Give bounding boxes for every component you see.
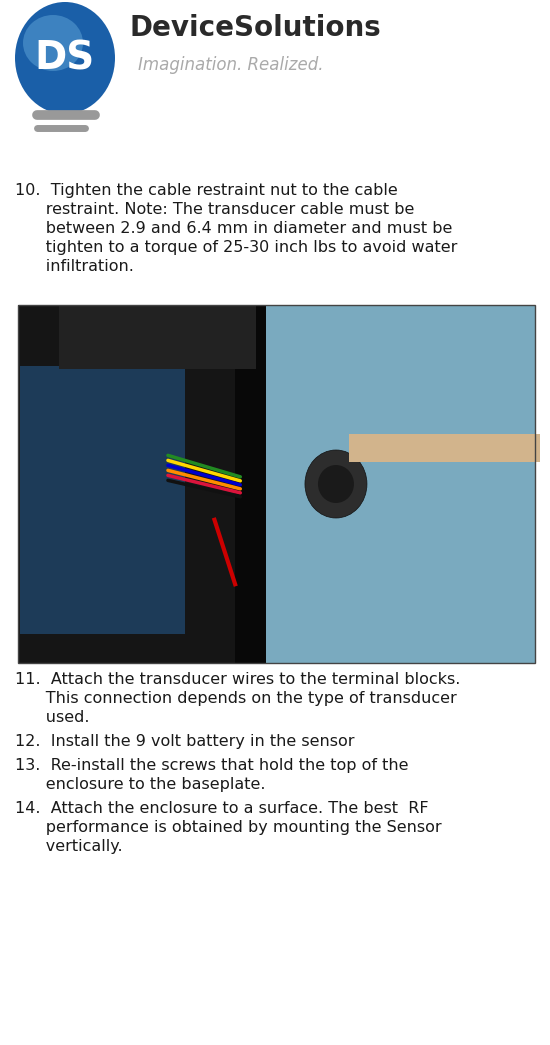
Ellipse shape: [318, 465, 354, 503]
Bar: [349, 435, 540, 462]
Text: tighten to a torque of 25-30 inch lbs to avoid water: tighten to a torque of 25-30 inch lbs to…: [15, 240, 458, 255]
Bar: [18, 305, 266, 663]
Text: DS: DS: [35, 39, 95, 77]
Text: between 2.9 and 6.4 mm in diameter and must be: between 2.9 and 6.4 mm in diameter and m…: [15, 220, 452, 236]
Text: 11.  Attach the transducer wires to the terminal blocks.: 11. Attach the transducer wires to the t…: [15, 672, 460, 687]
Bar: [20, 366, 185, 634]
Ellipse shape: [305, 450, 367, 518]
Text: vertically.: vertically.: [15, 839, 123, 854]
Bar: [266, 305, 535, 663]
Text: 13.  Re-install the screws that hold the top of the: 13. Re-install the screws that hold the …: [15, 758, 409, 773]
Text: enclosure to the baseplate.: enclosure to the baseplate.: [15, 777, 266, 792]
Bar: [59, 305, 256, 370]
Text: DeviceSolutions: DeviceSolutions: [130, 14, 382, 42]
Text: 14.  Attach the enclosure to a surface. The best  RF: 14. Attach the enclosure to a surface. T…: [15, 802, 428, 816]
Text: 10.  Tighten the cable restraint nut to the cable: 10. Tighten the cable restraint nut to t…: [15, 183, 398, 198]
Bar: [18, 305, 535, 663]
Ellipse shape: [15, 2, 115, 114]
Ellipse shape: [23, 15, 83, 71]
Text: performance is obtained by mounting the Sensor: performance is obtained by mounting the …: [15, 820, 442, 835]
Text: infiltration.: infiltration.: [15, 259, 134, 274]
Text: This connection depends on the type of transducer: This connection depends on the type of t…: [15, 691, 456, 706]
Text: used.: used.: [15, 710, 90, 725]
Text: 12.  Install the 9 volt battery in the sensor: 12. Install the 9 volt battery in the se…: [15, 734, 355, 749]
Text: Imagination. Realized.: Imagination. Realized.: [138, 56, 323, 74]
Text: restraint. Note: The transducer cable must be: restraint. Note: The transducer cable mu…: [15, 202, 414, 217]
Bar: [235, 305, 266, 663]
